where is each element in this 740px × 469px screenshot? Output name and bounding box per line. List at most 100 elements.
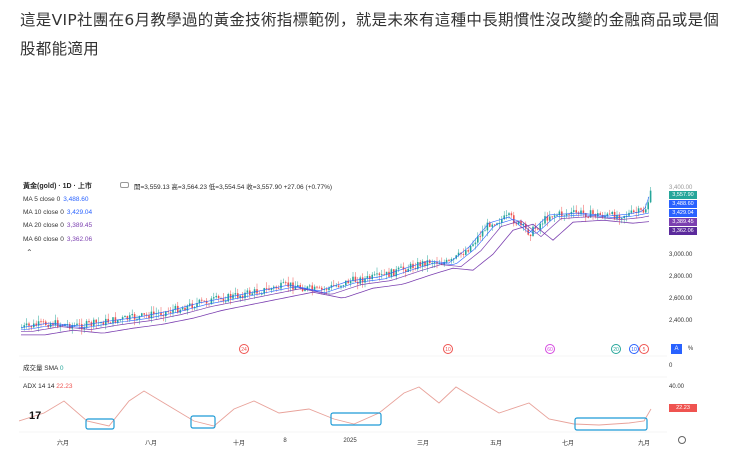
gear-icon[interactable] — [678, 436, 686, 444]
ma-row-60: MA 60 close 0 3,362.06 — [23, 236, 93, 243]
candle — [474, 242, 477, 245]
candle — [510, 213, 513, 216]
candle — [503, 215, 505, 220]
candle — [196, 303, 198, 308]
ma-line-1 — [20, 196, 650, 328]
candle — [606, 213, 609, 216]
event-bubble[interactable]: 20 — [611, 344, 621, 354]
candle — [95, 319, 97, 323]
candle — [424, 261, 426, 267]
candle — [349, 280, 352, 284]
candle — [306, 286, 309, 290]
axis-top-partial: 3,400.00 — [669, 185, 693, 191]
candle — [143, 313, 145, 315]
candle — [318, 287, 321, 289]
candle — [395, 269, 397, 277]
candle — [145, 314, 148, 316]
price-axis-2600: 2,600.00 — [669, 296, 693, 302]
candle — [385, 271, 388, 275]
candle — [407, 268, 409, 272]
candle — [309, 285, 311, 287]
volume-axis-0: 0 — [669, 363, 673, 369]
candle — [508, 213, 510, 216]
candle — [162, 315, 165, 317]
candle — [244, 292, 246, 299]
candle — [630, 210, 633, 213]
candle — [594, 214, 597, 217]
candle — [273, 286, 275, 289]
event-bubble[interactable]: 5 — [639, 344, 649, 354]
candle — [138, 315, 141, 320]
date-label: 六月 — [56, 441, 70, 447]
candle — [361, 277, 364, 283]
candle — [253, 289, 256, 294]
candle — [184, 307, 186, 311]
collapse-legend-icon[interactable]: ⌃ — [26, 248, 33, 257]
candle — [109, 322, 112, 324]
candle — [229, 294, 232, 299]
candle — [573, 210, 575, 212]
candle — [117, 319, 119, 323]
price-tag-ma5: 3,488.60 — [669, 200, 697, 208]
candle — [215, 295, 217, 298]
candle — [371, 274, 373, 280]
candle — [186, 305, 189, 311]
candle — [210, 298, 213, 305]
candle — [417, 262, 419, 270]
candle — [381, 274, 383, 276]
candle — [402, 266, 405, 270]
volume-label: 成交量 SMA 0 — [23, 365, 64, 372]
percent-scale-button[interactable]: % — [685, 344, 696, 354]
candle — [484, 230, 486, 232]
symbol-menu-icon[interactable] — [120, 182, 129, 188]
candle — [628, 212, 630, 216]
candle — [400, 266, 402, 268]
event-bubble[interactable]: 10 — [629, 344, 639, 354]
candle — [388, 271, 390, 277]
candle — [373, 274, 376, 276]
candle — [472, 244, 474, 246]
candle — [527, 228, 529, 235]
candle — [544, 216, 546, 224]
date-label: 2025 — [343, 438, 357, 444]
candle — [189, 303, 191, 306]
candle — [549, 216, 551, 221]
candle — [280, 282, 282, 289]
event-bubble[interactable]: 10 — [443, 344, 453, 354]
price-tag-ma20: 3,389.45 — [669, 218, 697, 226]
candle — [323, 289, 325, 291]
adx-label: ADX 14 14 22.23 — [23, 383, 73, 390]
candle — [601, 214, 604, 218]
candle — [205, 300, 208, 304]
candle — [119, 319, 121, 321]
candle — [369, 276, 371, 280]
candle — [616, 215, 618, 220]
adx-value-tag: 22.23 — [669, 404, 697, 412]
candle — [438, 263, 441, 265]
auto-scale-button[interactable]: A — [671, 344, 682, 354]
candle — [148, 315, 150, 319]
candle — [599, 213, 601, 215]
candle — [366, 276, 369, 279]
candle — [297, 285, 299, 287]
candle — [419, 262, 421, 267]
candle — [191, 303, 193, 309]
tradingview-logo[interactable]: 17 — [29, 410, 42, 422]
candle — [251, 293, 253, 295]
candle — [443, 262, 445, 265]
candle — [429, 260, 431, 264]
candle — [287, 282, 289, 287]
event-bubble[interactable]: 24 — [239, 344, 249, 354]
candle — [301, 288, 304, 292]
candle — [520, 221, 522, 226]
candle — [383, 274, 385, 276]
candle — [85, 321, 88, 328]
price-tag-close: 3,557.90 — [669, 191, 697, 199]
symbol-label[interactable]: 黃金(gold) · 1D · 上市 — [23, 183, 92, 190]
candle — [172, 309, 174, 313]
ma-row-10: MA 10 close 0 3,429.04 — [23, 209, 93, 216]
event-bubble[interactable]: 60 — [545, 344, 555, 354]
candle — [311, 285, 313, 290]
candle — [561, 211, 563, 216]
candle — [40, 321, 42, 323]
